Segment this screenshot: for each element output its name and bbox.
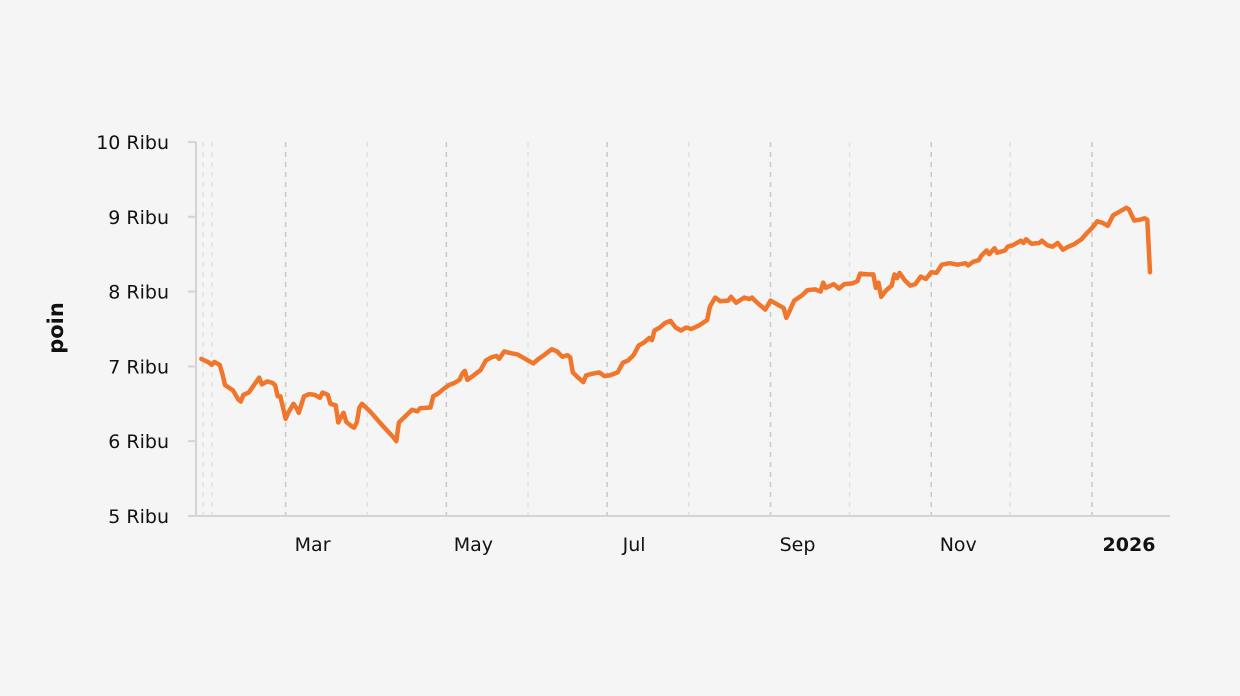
x-tick-label: Jul bbox=[622, 534, 646, 556]
y-axis-title: poin bbox=[44, 302, 68, 354]
y-tick-label: 6 Ribu bbox=[108, 431, 169, 453]
y-tick-label: 9 Ribu bbox=[108, 207, 169, 229]
gridlines bbox=[202, 142, 1093, 516]
x-tick-label: 2026 bbox=[1103, 534, 1156, 556]
y-tick-label: 7 Ribu bbox=[108, 356, 169, 378]
x-tick-label: May bbox=[454, 534, 493, 556]
y-tick-label: 8 Ribu bbox=[108, 282, 169, 304]
x-tick-label: Sep bbox=[780, 534, 816, 556]
y-tick-label: 5 Ribu bbox=[108, 506, 169, 528]
series-layer bbox=[199, 205, 1153, 444]
axes bbox=[188, 141, 1170, 517]
y-tick-label: 10 Ribu bbox=[96, 132, 169, 154]
x-tick-label: Mar bbox=[295, 534, 331, 556]
series-line bbox=[199, 205, 1153, 444]
tick-labels: Mar May Jul Sep Nov 2026 5 Ribu 6 Ribu 7 Ribu 8 R… bbox=[96, 132, 1155, 556]
x-tick-label: Nov bbox=[940, 534, 977, 556]
